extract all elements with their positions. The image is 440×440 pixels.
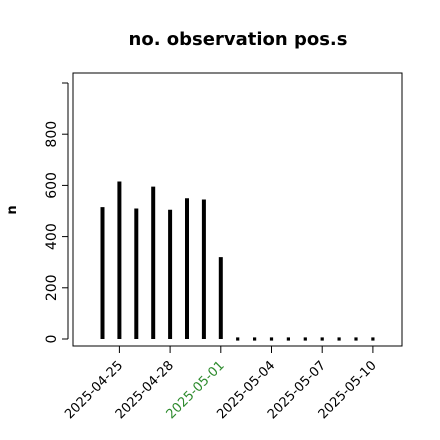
bar — [303, 337, 307, 341]
bar — [286, 337, 290, 341]
bar — [320, 337, 324, 341]
bar — [236, 337, 240, 341]
y-tick-label: 600 — [44, 172, 60, 199]
y-tick-label: 800 — [44, 121, 60, 148]
y-tick-label: 0 — [44, 335, 60, 344]
bar — [371, 337, 375, 341]
plot-frame — [72, 72, 403, 347]
bar — [354, 337, 358, 341]
chart-title: no. observation pos.s — [129, 29, 348, 50]
y-axis-label: n — [5, 205, 20, 214]
bar — [253, 337, 257, 341]
x-axis: 2025-04-252025-04-282025-05-012025-05-04… — [62, 345, 380, 422]
y-tick-label: 200 — [44, 274, 60, 301]
bar — [269, 337, 274, 341]
bar — [337, 337, 341, 341]
y-axis: 0 200 400 600 800 — [44, 82, 69, 344]
y-tick-label: 400 — [44, 223, 60, 250]
bars-group — [100, 181, 375, 341]
